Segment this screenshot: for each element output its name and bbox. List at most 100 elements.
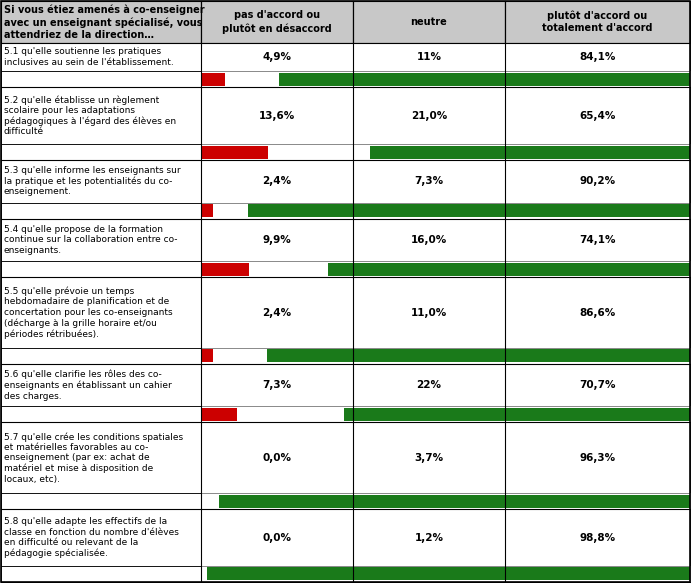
Bar xyxy=(1,87,201,144)
Bar xyxy=(201,566,690,582)
Text: 21,0%: 21,0% xyxy=(411,111,447,121)
Bar xyxy=(201,73,225,86)
Bar xyxy=(353,423,505,493)
Bar xyxy=(201,202,690,219)
Bar xyxy=(201,202,690,219)
Bar xyxy=(505,277,690,348)
Text: neutre: neutre xyxy=(410,17,447,27)
Bar xyxy=(201,408,237,421)
Bar xyxy=(353,87,505,144)
Bar xyxy=(505,423,690,493)
Bar xyxy=(201,406,690,423)
Bar xyxy=(201,160,353,202)
Bar xyxy=(201,43,353,71)
Bar xyxy=(505,510,690,566)
Text: 98,8%: 98,8% xyxy=(580,533,616,543)
Bar xyxy=(353,1,505,43)
Bar xyxy=(201,71,690,87)
Text: 74,1%: 74,1% xyxy=(579,235,616,245)
Bar xyxy=(353,277,505,348)
Text: Si vous étiez amenés à co-enseigner
avec un enseignant spécialisé, vous
attendri: Si vous étiez amenés à co-enseigner avec… xyxy=(4,4,205,40)
Bar xyxy=(201,349,213,363)
Text: 5.4 qu'elle propose de la formation
continue sur la collaboration entre co-
ense: 5.4 qu'elle propose de la formation cont… xyxy=(4,225,178,255)
Bar xyxy=(505,43,690,71)
Bar xyxy=(1,160,201,202)
Bar xyxy=(201,146,267,159)
Text: 5.3 qu'elle informe les enseignants sur
la pratique et les potentialités du co-
: 5.3 qu'elle informe les enseignants sur … xyxy=(4,166,180,196)
Bar xyxy=(201,219,353,261)
Text: 22%: 22% xyxy=(417,380,442,390)
Text: 11,0%: 11,0% xyxy=(411,307,447,318)
Bar xyxy=(1,277,201,348)
Text: 84,1%: 84,1% xyxy=(579,52,616,62)
Bar xyxy=(1,202,201,219)
Bar xyxy=(201,204,213,217)
Bar xyxy=(353,160,505,202)
Bar xyxy=(201,262,249,276)
Bar xyxy=(505,364,690,406)
Bar xyxy=(1,219,201,261)
Bar xyxy=(201,406,690,423)
Bar xyxy=(201,423,353,493)
Bar xyxy=(505,87,690,144)
Bar xyxy=(1,566,201,582)
Text: 3,7%: 3,7% xyxy=(415,453,444,463)
Text: 5.5 qu'elle prévoie un temps
hebdomadaire de planification et de
concertation po: 5.5 qu'elle prévoie un temps hebdomadair… xyxy=(4,286,173,339)
Bar xyxy=(201,261,690,277)
Text: 0,0%: 0,0% xyxy=(263,453,292,463)
Bar xyxy=(1,493,201,510)
Bar xyxy=(201,348,690,364)
Bar xyxy=(201,566,690,582)
Bar xyxy=(505,160,690,202)
Bar xyxy=(201,261,690,277)
Text: 90,2%: 90,2% xyxy=(580,176,616,187)
Text: 5.8 qu'elle adapte les effectifs de la
classe en fonction du nombre d'élèves
en : 5.8 qu'elle adapte les effectifs de la c… xyxy=(4,517,179,558)
Bar xyxy=(267,349,690,363)
Bar xyxy=(1,406,201,423)
Bar xyxy=(344,408,690,421)
Bar xyxy=(201,277,353,348)
Text: 65,4%: 65,4% xyxy=(579,111,616,121)
Bar xyxy=(1,1,201,43)
Bar xyxy=(1,261,201,277)
Bar xyxy=(249,204,690,217)
Bar xyxy=(201,87,353,144)
Text: 86,6%: 86,6% xyxy=(579,307,616,318)
Text: 2,4%: 2,4% xyxy=(263,307,292,318)
Bar xyxy=(201,71,690,87)
Bar xyxy=(207,567,690,581)
Bar xyxy=(201,1,353,43)
Bar xyxy=(353,510,505,566)
Text: 5.2 qu'elle établisse un règlement
scolaire pour les adaptations
pédagogiques à : 5.2 qu'elle établisse un règlement scola… xyxy=(4,95,176,136)
Text: 5.1 qu'elle soutienne les pratiques
inclusives au sein de l'établissement.: 5.1 qu'elle soutienne les pratiques incl… xyxy=(4,47,173,67)
Bar xyxy=(1,348,201,364)
Text: 70,7%: 70,7% xyxy=(579,380,616,390)
Text: 0,0%: 0,0% xyxy=(263,533,292,543)
Text: 4,9%: 4,9% xyxy=(263,52,292,62)
Text: 13,6%: 13,6% xyxy=(259,111,295,121)
Text: 7,3%: 7,3% xyxy=(263,380,292,390)
Bar xyxy=(201,348,690,364)
Text: 9,9%: 9,9% xyxy=(263,235,292,245)
Bar xyxy=(505,219,690,261)
Text: 1,2%: 1,2% xyxy=(415,533,444,543)
Bar xyxy=(353,364,505,406)
Bar xyxy=(201,493,690,510)
Bar xyxy=(505,1,690,43)
Bar xyxy=(278,73,690,86)
Bar xyxy=(201,364,353,406)
Text: 7,3%: 7,3% xyxy=(415,176,444,187)
Bar xyxy=(370,146,690,159)
Text: 5.6 qu'elle clarifie les rôles des co-
enseignants en établissant un cahier
des : 5.6 qu'elle clarifie les rôles des co- e… xyxy=(4,370,172,401)
Bar xyxy=(328,262,690,276)
Bar xyxy=(219,495,690,508)
Bar xyxy=(1,144,201,160)
Text: 16,0%: 16,0% xyxy=(411,235,447,245)
Bar xyxy=(1,43,201,71)
Text: 11%: 11% xyxy=(417,52,442,62)
Bar xyxy=(201,510,353,566)
Bar xyxy=(201,493,690,510)
Text: 96,3%: 96,3% xyxy=(580,453,616,463)
Text: pas d'accord ou
plutôt en désaccord: pas d'accord ou plutôt en désaccord xyxy=(222,10,332,34)
Bar xyxy=(1,510,201,566)
